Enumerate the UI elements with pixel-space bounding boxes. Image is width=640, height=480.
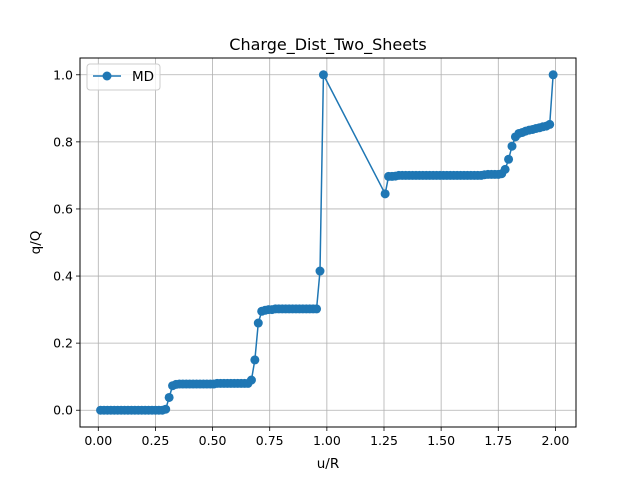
data-point xyxy=(504,154,514,164)
y-tick-label: 0.4 xyxy=(53,269,73,284)
x-tick-label: 0.25 xyxy=(142,433,170,448)
data-point xyxy=(312,304,322,314)
data-point xyxy=(548,70,558,80)
x-tick-label: 1.00 xyxy=(313,433,341,448)
data-point xyxy=(500,164,510,174)
x-tick-label: 2.00 xyxy=(542,433,570,448)
data-point xyxy=(253,318,263,328)
data-point xyxy=(380,189,390,199)
legend-frame xyxy=(86,63,161,91)
legend-label-md: MD xyxy=(132,69,154,85)
y-tick-label: 0.0 xyxy=(53,403,73,418)
x-axis-label: u/R xyxy=(317,456,340,472)
data-point xyxy=(315,266,325,276)
y-axis-label: q/Q xyxy=(28,231,44,255)
legend-marker-md xyxy=(102,71,112,81)
data-point xyxy=(161,404,171,414)
y-tick-label: 0.6 xyxy=(53,201,73,216)
x-tick-label: 1.50 xyxy=(427,433,455,448)
data-point xyxy=(246,375,256,385)
x-tick-label: 0.00 xyxy=(84,433,112,448)
axis-ticks: 0.00 0.25 0.50 0.75 1.00 1.25 1.50 1.75 2.00 0.0 0… xyxy=(53,67,569,448)
x-tick-label: 0.50 xyxy=(199,433,227,448)
y-tick-label: 1.0 xyxy=(53,67,73,82)
x-tick-label: 1.75 xyxy=(484,433,512,448)
series-md xyxy=(96,70,558,415)
y-tick-label: 0.8 xyxy=(53,134,73,149)
data-point xyxy=(250,355,260,365)
chart-title: Charge_Dist_Two_Sheets xyxy=(229,35,426,55)
x-tick-label: 0.75 xyxy=(256,433,284,448)
data-point xyxy=(164,392,174,402)
data-point xyxy=(318,70,328,80)
x-tick-label: 1.25 xyxy=(370,433,398,448)
data-point xyxy=(507,141,517,151)
legend: MD xyxy=(86,63,161,91)
y-tick-label: 0.2 xyxy=(53,336,73,351)
plot-area-frame xyxy=(79,57,577,428)
grid xyxy=(80,58,576,427)
data-point xyxy=(545,119,555,129)
